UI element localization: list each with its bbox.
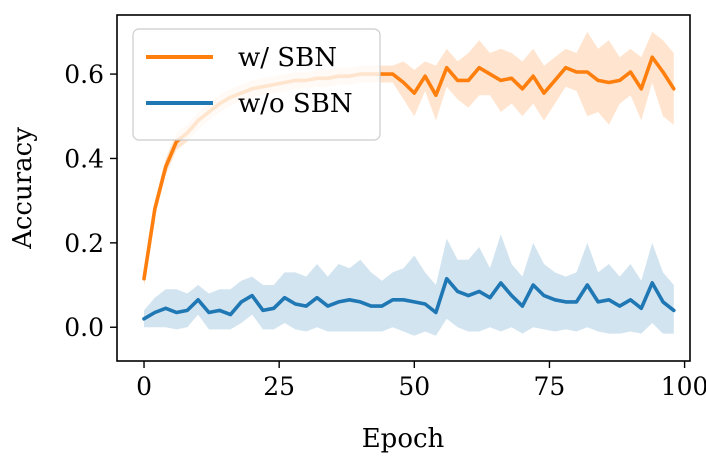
legend-label-w-sbn: w/ SBN — [238, 43, 337, 73]
x-tick-label-100: 100 — [661, 372, 706, 401]
y-tick-label-0-0: 0.0 — [64, 313, 104, 342]
band-w-o-sbn — [144, 234, 674, 336]
legend-label-wo-sbn: w/o SBN — [238, 89, 353, 119]
x-axis: 0 25 50 75 100 — [136, 361, 706, 401]
confidence-bands — [144, 31, 674, 336]
band-w-sbn — [144, 31, 674, 288]
plot-frame — [116, 14, 691, 362]
y-axis: 0.0 0.2 0.4 0.6 — [64, 60, 117, 342]
x-tick-label-50: 50 — [398, 372, 430, 401]
y-tick-label-0-2: 0.2 — [64, 229, 104, 258]
x-tick-label-25: 25 — [263, 372, 295, 401]
x-tick-label-75: 75 — [534, 372, 566, 401]
y-tick-label-0-6: 0.6 — [64, 60, 104, 89]
x-axis-label: Epoch — [362, 424, 445, 454]
y-axis-label: Accuracy — [8, 127, 38, 250]
y-tick-label-0-4: 0.4 — [64, 144, 104, 173]
line-w-o-sbn — [142, 276, 676, 321]
x-tick-label-0: 0 — [136, 372, 152, 401]
legend: w/ SBN w/o SBN — [132, 28, 381, 141]
